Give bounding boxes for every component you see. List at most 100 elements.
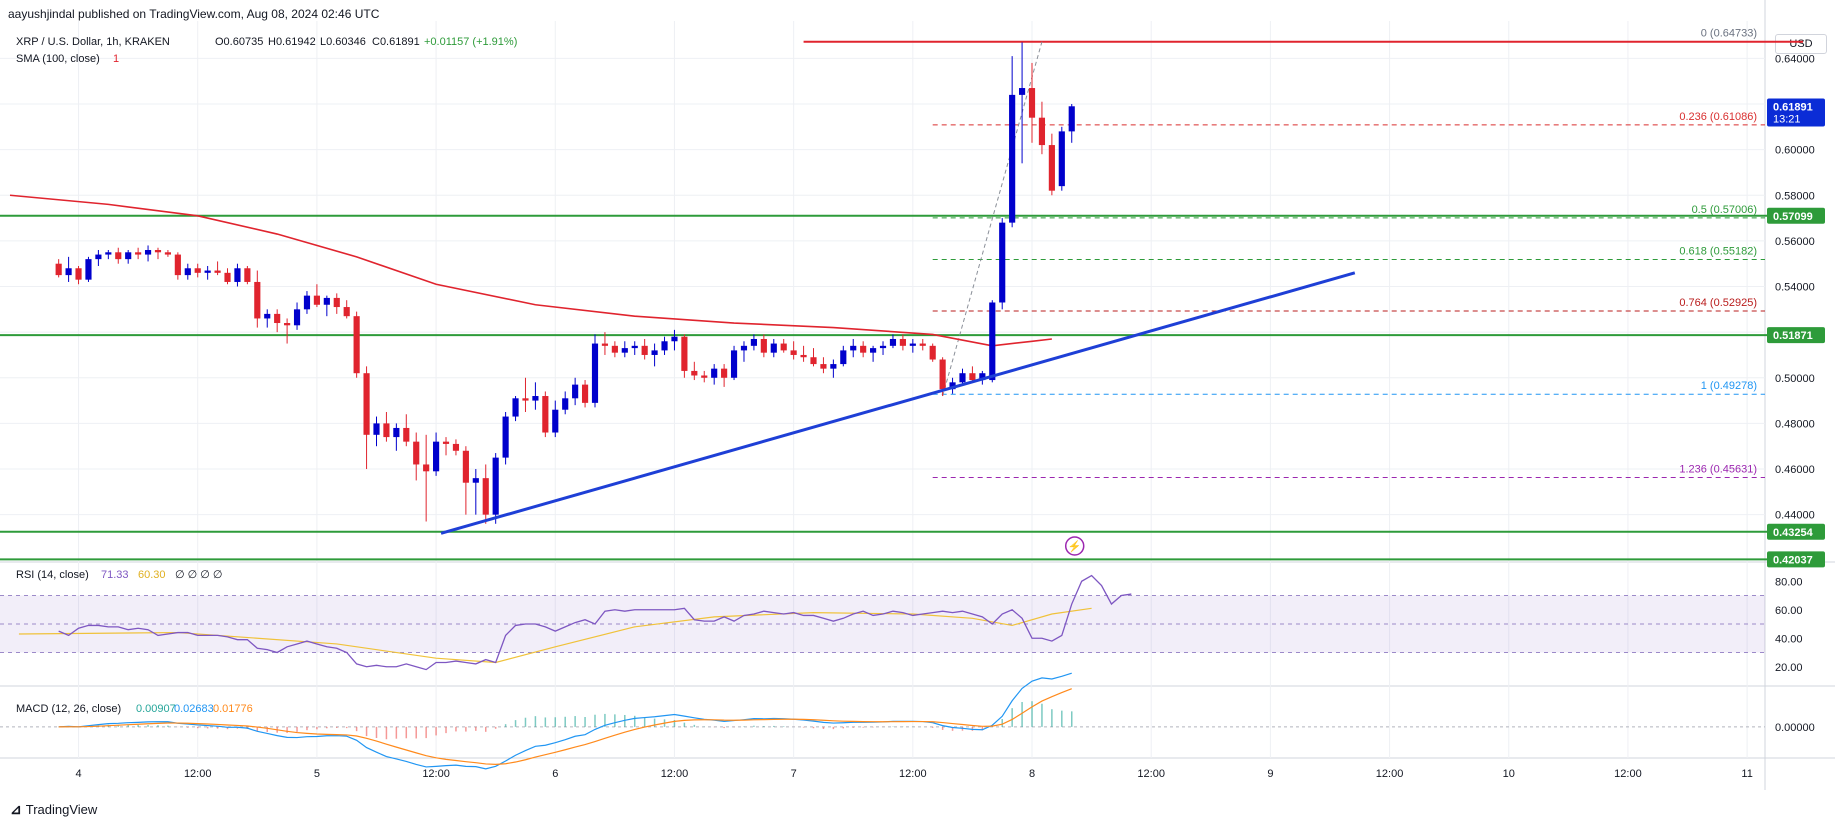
candle-body xyxy=(979,373,986,381)
candle-body xyxy=(174,254,181,276)
candle-body xyxy=(939,359,946,390)
candle-body xyxy=(284,323,291,326)
x-tick-label: 9 xyxy=(1267,768,1273,780)
x-tick-label: 8 xyxy=(1029,768,1035,780)
rsi-line xyxy=(58,574,1132,671)
price-tag-countdown: 13:21 xyxy=(1773,113,1801,125)
candle-body xyxy=(949,382,956,390)
candle-body xyxy=(1038,117,1046,146)
price-tag-label: 0.43254 xyxy=(1773,527,1814,539)
candle-body xyxy=(621,348,628,353)
x-tick-label: 10 xyxy=(1503,768,1515,780)
candle-body xyxy=(661,341,668,351)
candle-body xyxy=(740,345,748,351)
x-tick-label: 12:00 xyxy=(1376,768,1404,780)
candle-body xyxy=(522,398,529,401)
candle-body xyxy=(184,268,191,276)
y-tick-label: 0.54000 xyxy=(1775,282,1815,294)
y-tick-label: 0.50000 xyxy=(1775,373,1815,385)
candle-body xyxy=(373,423,380,435)
y-tick-label: 0.44000 xyxy=(1775,510,1815,522)
candle-body xyxy=(1058,131,1065,187)
fib-trend-line xyxy=(942,41,1043,397)
rsi-tick-label: 20.00 xyxy=(1775,662,1803,674)
ohlc-open: O0.60735 xyxy=(215,36,263,48)
candle-body xyxy=(343,307,350,317)
candle-body xyxy=(115,252,122,260)
price-tag-label: 0.51871 xyxy=(1773,330,1813,342)
candle-body xyxy=(293,309,301,326)
candle-body xyxy=(353,316,360,374)
ohlc-change: +0.01157 (+1.91%) xyxy=(424,36,517,48)
candle-body xyxy=(810,357,817,365)
candle-body xyxy=(492,457,499,515)
x-tick-label: 12:00 xyxy=(1614,768,1642,780)
rsi-legend-ma: 60.30 xyxy=(138,569,166,581)
candle-body xyxy=(542,396,549,433)
x-tick-label: 12:00 xyxy=(899,768,927,780)
candle-body xyxy=(830,364,837,369)
y-tick-label: 0.60000 xyxy=(1775,145,1815,157)
symbol-title: XRP / U.S. Dollar, 1h, KRAKEN xyxy=(16,36,170,48)
candle-body xyxy=(611,345,618,353)
candle-body xyxy=(472,478,479,483)
candle-body xyxy=(780,343,787,351)
trend-line xyxy=(440,271,1356,535)
macd-tick-label: 0.00000 xyxy=(1775,722,1815,734)
candle-body xyxy=(601,343,609,346)
candle-body xyxy=(572,384,579,399)
candle-body xyxy=(154,250,162,253)
candle-body xyxy=(581,384,589,403)
candle-body xyxy=(1068,106,1075,132)
candle-body xyxy=(512,398,519,417)
candle-body xyxy=(800,354,807,358)
candle-body xyxy=(999,222,1006,303)
price-tag-label: 0.57099 xyxy=(1773,211,1813,223)
y-tick-label: 0.64000 xyxy=(1775,53,1815,65)
candle-body xyxy=(462,450,469,483)
candle-body xyxy=(403,427,410,442)
candle-body xyxy=(770,343,777,353)
macd-legend-label: MACD (12, 26, close) xyxy=(16,703,121,715)
candle-body xyxy=(452,443,460,451)
candle-body xyxy=(1019,88,1026,95)
y-tick-label: 0.46000 xyxy=(1775,464,1815,476)
candle-body xyxy=(135,252,142,255)
y-tick-label: 0.48000 xyxy=(1775,418,1815,430)
candle-body xyxy=(333,297,340,308)
rsi-tick-label: 80.00 xyxy=(1775,576,1803,588)
x-tick-label: 12:00 xyxy=(1137,768,1165,780)
x-tick-label: 4 xyxy=(75,768,81,780)
price-tag xyxy=(1767,551,1825,568)
candle-body xyxy=(1048,145,1055,191)
price-tag xyxy=(1767,523,1825,540)
rsi-legend-label: RSI (14, close) xyxy=(16,569,89,581)
candle-body xyxy=(870,348,877,353)
rsi-legend-value: 71.33 xyxy=(101,569,129,581)
fib-level-label: 1 (0.49278) xyxy=(1701,380,1757,392)
candle-body xyxy=(264,313,271,319)
candle-body xyxy=(433,441,440,472)
candle-body xyxy=(95,254,102,260)
x-tick-label: 12:00 xyxy=(422,768,450,780)
x-tick-label: 7 xyxy=(791,768,797,780)
candle-body xyxy=(840,350,847,365)
ohlc-high: H0.61942 xyxy=(268,36,316,48)
tradingview-brand[interactable]: ⊿ TradingView xyxy=(10,801,97,818)
candle-body xyxy=(482,478,489,515)
fib-level-label: 0.764 (0.52925) xyxy=(1679,297,1757,309)
candle-body xyxy=(860,345,867,353)
x-tick-label: 12:00 xyxy=(184,768,212,780)
rsi-tick-label: 60.00 xyxy=(1775,605,1803,617)
candle-body xyxy=(442,441,450,444)
candle-body xyxy=(919,343,926,346)
candle-body xyxy=(730,350,738,378)
candle-body xyxy=(144,250,152,255)
fib-level-label: 0.236 (0.61086) xyxy=(1679,111,1757,123)
candle-body xyxy=(899,338,906,346)
candle-body xyxy=(313,295,320,305)
candle-body xyxy=(105,252,112,255)
x-tick-label: 12:00 xyxy=(661,768,689,780)
candle-body xyxy=(1009,94,1016,223)
